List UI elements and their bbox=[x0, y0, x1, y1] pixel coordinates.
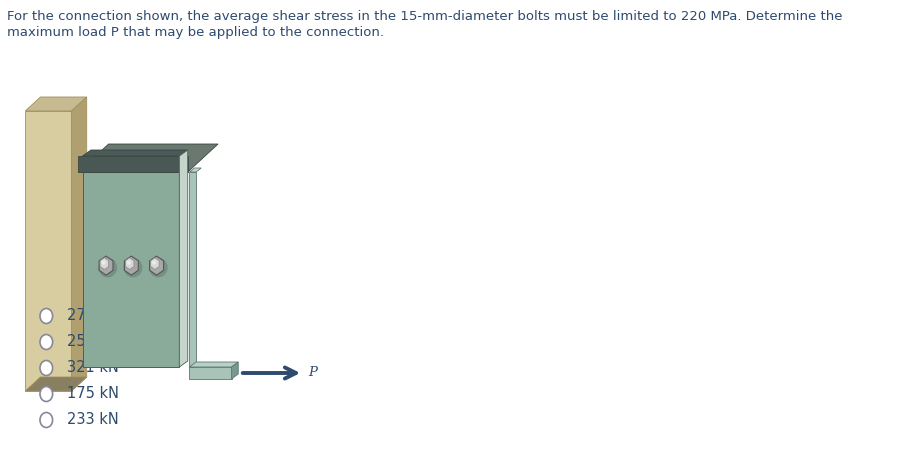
Circle shape bbox=[40, 360, 52, 376]
Circle shape bbox=[40, 413, 52, 428]
Text: 233 kN: 233 kN bbox=[68, 413, 119, 428]
Polygon shape bbox=[82, 172, 179, 367]
Text: 250 kN: 250 kN bbox=[68, 335, 119, 350]
Circle shape bbox=[40, 335, 52, 350]
Polygon shape bbox=[189, 362, 238, 367]
Circle shape bbox=[40, 308, 52, 323]
Ellipse shape bbox=[124, 258, 143, 277]
Polygon shape bbox=[179, 150, 188, 367]
Ellipse shape bbox=[149, 258, 168, 277]
Text: 175 kN: 175 kN bbox=[68, 387, 119, 401]
Polygon shape bbox=[71, 97, 87, 391]
Polygon shape bbox=[150, 256, 163, 275]
Polygon shape bbox=[151, 258, 159, 270]
Ellipse shape bbox=[98, 258, 117, 277]
Polygon shape bbox=[232, 362, 238, 379]
Polygon shape bbox=[25, 111, 71, 391]
Polygon shape bbox=[78, 156, 188, 172]
Text: For the connection shown, the average shear stress in the 15-mm-diameter bolts m: For the connection shown, the average sh… bbox=[6, 10, 842, 23]
Polygon shape bbox=[25, 377, 87, 391]
Text: 321 kN: 321 kN bbox=[68, 360, 119, 376]
Polygon shape bbox=[124, 256, 138, 275]
Polygon shape bbox=[78, 144, 218, 172]
Polygon shape bbox=[189, 168, 201, 172]
Polygon shape bbox=[189, 172, 196, 367]
Circle shape bbox=[40, 387, 52, 401]
Polygon shape bbox=[125, 258, 133, 270]
Polygon shape bbox=[82, 150, 188, 156]
Ellipse shape bbox=[127, 261, 131, 265]
Text: P: P bbox=[308, 367, 317, 379]
Ellipse shape bbox=[102, 261, 106, 265]
Polygon shape bbox=[25, 97, 87, 111]
Polygon shape bbox=[189, 367, 232, 379]
Polygon shape bbox=[99, 256, 113, 275]
Text: maximum load P that may be applied to the connection.: maximum load P that may be applied to th… bbox=[6, 26, 383, 39]
Ellipse shape bbox=[152, 261, 156, 265]
Text: 273 kN: 273 kN bbox=[68, 308, 119, 323]
Polygon shape bbox=[100, 258, 108, 270]
